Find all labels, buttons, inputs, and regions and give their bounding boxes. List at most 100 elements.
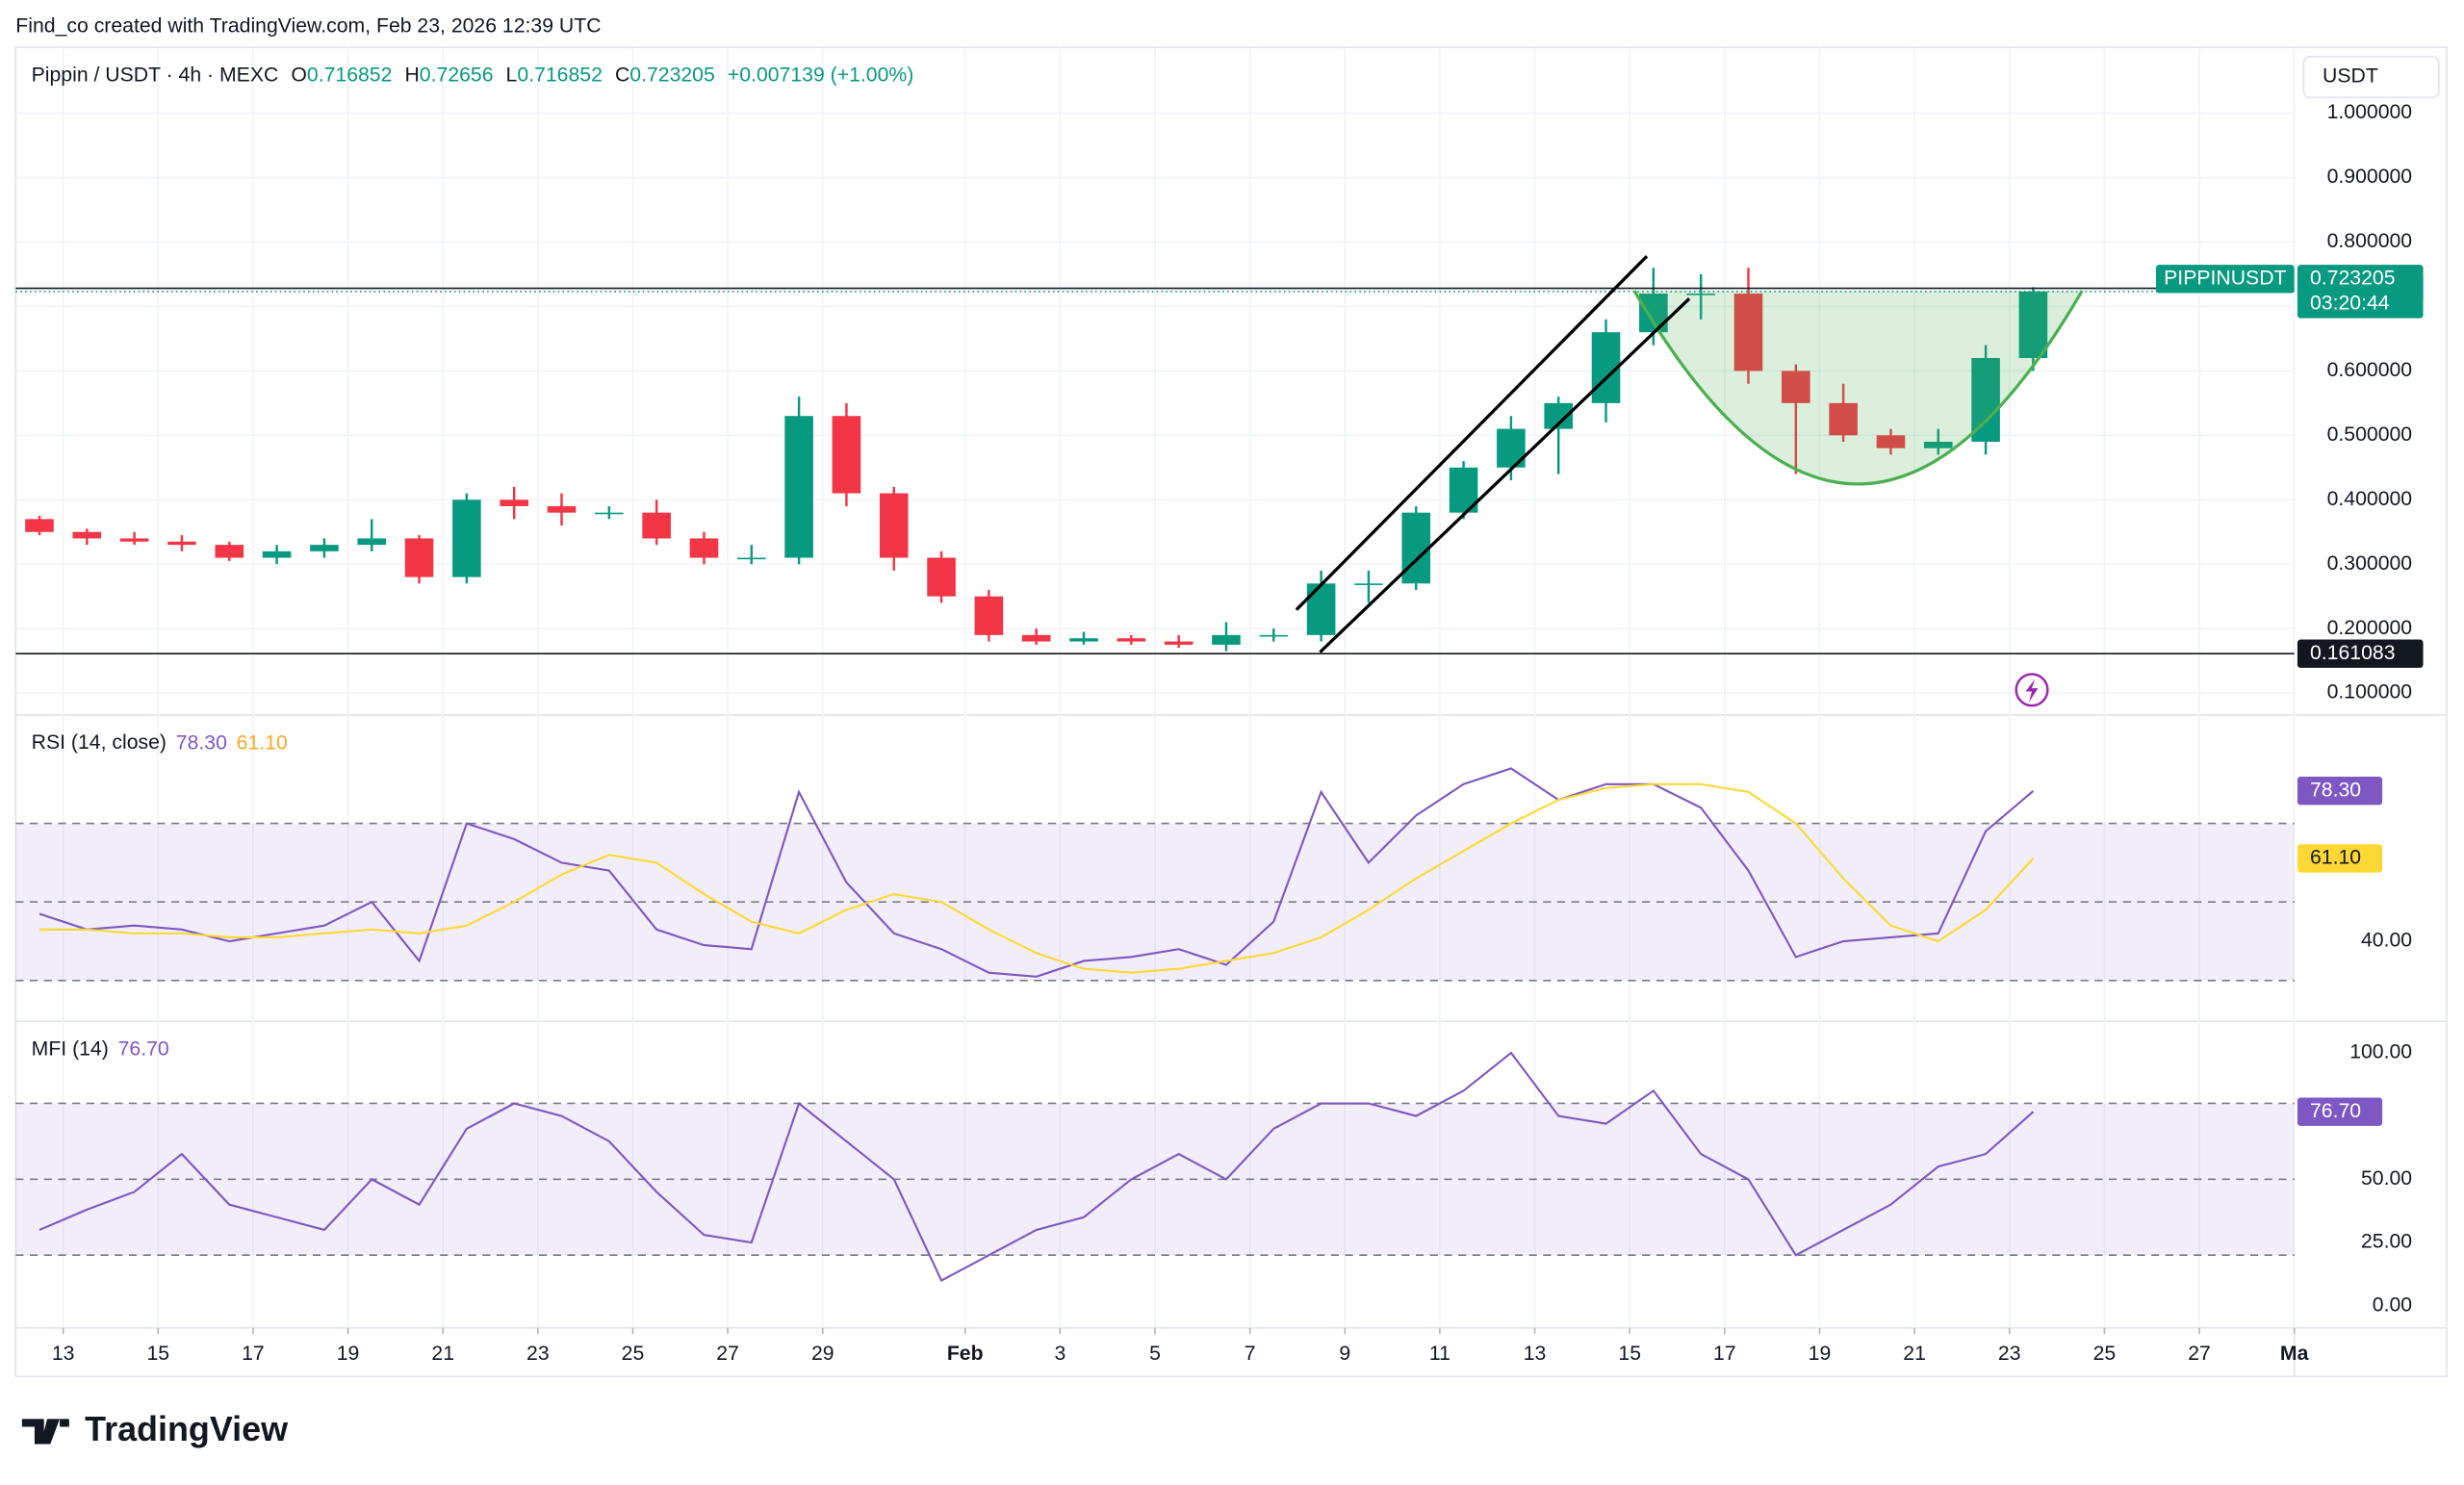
candle-body bbox=[1876, 435, 1906, 448]
candle-body bbox=[2018, 291, 2048, 358]
candle-body bbox=[595, 512, 624, 515]
candle bbox=[1401, 505, 1431, 590]
candle-body bbox=[1164, 641, 1194, 645]
candle bbox=[547, 493, 577, 526]
ohlc-label: C bbox=[615, 64, 629, 86]
candle bbox=[452, 493, 481, 584]
candle bbox=[1354, 570, 1383, 603]
change: +0.007139 (+1.00%) bbox=[728, 64, 913, 86]
candle-body bbox=[215, 545, 244, 558]
y-tick-label: 1.000000 bbox=[2327, 101, 2413, 123]
candle bbox=[1923, 428, 1953, 455]
frame bbox=[14, 46, 2448, 1378]
ohlc-label: O bbox=[291, 64, 307, 86]
y-tick-label: 0.100000 bbox=[2327, 681, 2413, 704]
candle-body bbox=[642, 512, 671, 539]
x-tick-label: 3 bbox=[1054, 1343, 1065, 1365]
candle bbox=[1259, 628, 1289, 642]
y-tick-label: 50.00 bbox=[2361, 1167, 2412, 1190]
candle bbox=[2018, 287, 2048, 371]
candle bbox=[215, 541, 244, 561]
candle-body bbox=[1259, 634, 1289, 637]
header: Find_co created with TradingView.com, Fe… bbox=[15, 14, 601, 37]
candle bbox=[927, 550, 956, 603]
y-tick-label: 0.00 bbox=[2373, 1293, 2412, 1316]
y-tick-label: 0.200000 bbox=[2327, 617, 2413, 639]
candle-body bbox=[452, 499, 481, 577]
price-tag-label: 0.161083 bbox=[2310, 642, 2396, 664]
candle bbox=[1829, 383, 1858, 443]
candle bbox=[784, 397, 813, 565]
x-tick-label: Ma bbox=[2280, 1343, 2309, 1365]
candle-body bbox=[736, 557, 766, 560]
candle bbox=[642, 499, 671, 546]
y-tick-label: 0.500000 bbox=[2327, 423, 2413, 446]
y-tick-label: 0.900000 bbox=[2327, 166, 2413, 188]
ohlc-value: 0.72656 bbox=[420, 64, 494, 86]
ohlc-value: 0.723205 bbox=[629, 64, 715, 86]
x-tick-label: 17 bbox=[242, 1343, 265, 1365]
candle bbox=[595, 505, 624, 520]
y-tick-label: 40.00 bbox=[2361, 930, 2412, 952]
cup-curve bbox=[1632, 290, 2084, 486]
x-tick-label: 9 bbox=[1339, 1343, 1350, 1365]
x-tick-label: 19 bbox=[337, 1343, 360, 1365]
ohlc-value: 0.716852 bbox=[307, 64, 393, 86]
indicator-line bbox=[38, 1051, 2035, 1282]
legend: Pippin / USDT · 4h · MEXC O0.716852 H0.726… bbox=[32, 64, 914, 86]
channel-line bbox=[1295, 255, 1649, 611]
candle bbox=[167, 535, 196, 551]
candle bbox=[1971, 345, 2000, 455]
value-tag-label: 76.70 bbox=[2310, 1100, 2361, 1122]
x-tick-label: 25 bbox=[2093, 1343, 2117, 1365]
indicator-line bbox=[38, 782, 2035, 974]
currency[interactable]: USDT bbox=[2323, 65, 2378, 88]
price-tag bbox=[2297, 639, 2424, 668]
candle bbox=[1116, 634, 1146, 645]
candle bbox=[974, 589, 1004, 642]
candle bbox=[1164, 634, 1194, 649]
ohlc-value: 0.716852 bbox=[517, 64, 603, 86]
x-tick-label: 13 bbox=[52, 1343, 75, 1365]
candle-body bbox=[689, 538, 719, 558]
candle-body bbox=[404, 538, 434, 577]
y-tick-label: 0.800000 bbox=[2327, 230, 2413, 252]
candle bbox=[832, 402, 861, 506]
candle-body bbox=[119, 538, 149, 542]
candle-body bbox=[1069, 638, 1098, 642]
x-tick-label: 15 bbox=[146, 1343, 169, 1365]
x-tick-label: 7 bbox=[1245, 1343, 1256, 1365]
candle-body bbox=[974, 596, 1004, 635]
value-tag-label: 78.30 bbox=[2310, 779, 2361, 801]
candle bbox=[1686, 273, 1715, 320]
candle-body bbox=[1212, 634, 1241, 645]
x-tick-label: 13 bbox=[1524, 1343, 1547, 1365]
candle-body bbox=[1923, 442, 1953, 448]
value-tag bbox=[2297, 777, 2383, 806]
candle-body bbox=[547, 505, 577, 513]
candle bbox=[1449, 461, 1478, 520]
symbol-tag-label: PIPPINUSDT bbox=[2164, 267, 2286, 289]
candle-body bbox=[1733, 294, 1763, 371]
candle bbox=[1069, 631, 1098, 645]
candle-body bbox=[927, 557, 956, 597]
candle-body bbox=[310, 545, 339, 551]
candle-body bbox=[832, 416, 861, 494]
logo-text: TradingView bbox=[85, 1409, 288, 1448]
candle-body bbox=[1116, 638, 1146, 642]
candle bbox=[1782, 364, 1810, 474]
candle-body bbox=[262, 550, 292, 558]
candle bbox=[1212, 622, 1241, 652]
x-tick-label: 11 bbox=[1429, 1343, 1450, 1365]
candle-body bbox=[1971, 357, 2000, 443]
candle-body bbox=[500, 499, 528, 506]
symbol-tag bbox=[2156, 265, 2295, 294]
candle bbox=[1733, 268, 1763, 384]
channel-line bbox=[1319, 297, 1691, 653]
y-tick-label: 0.400000 bbox=[2327, 488, 2413, 510]
currency-button[interactable] bbox=[2302, 56, 2440, 99]
symbol: Pippin / USDT · 4h · MEXC bbox=[32, 64, 279, 86]
candle bbox=[1306, 570, 1336, 642]
candle bbox=[119, 531, 149, 546]
candle-body bbox=[1021, 634, 1051, 642]
